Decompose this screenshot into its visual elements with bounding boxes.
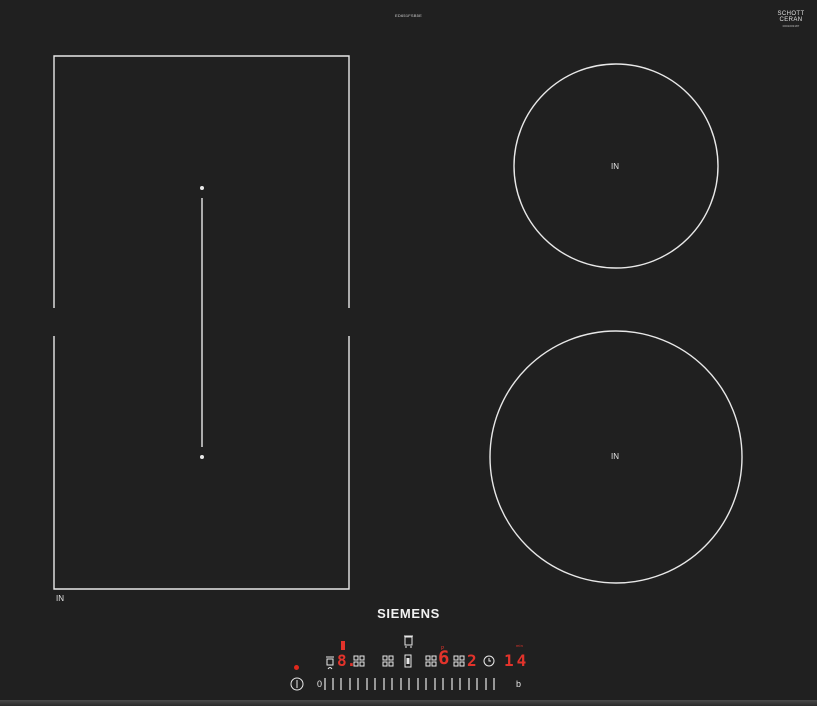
- zone-top-right-label: IN: [611, 162, 619, 171]
- schott-ceran-logo: SCHOTT CERAN 0001003187: [770, 11, 812, 29]
- cooking-zone-bottom-right: [489, 330, 743, 584]
- power-on-indicator: [294, 665, 299, 670]
- zone-level-display: 2: [467, 651, 477, 670]
- power-boost-indicator: P: [441, 646, 445, 652]
- flex-zone-select-icon[interactable]: [404, 654, 412, 668]
- flex-zone-label: IN: [56, 594, 64, 603]
- cooktop-frame-edge: [0, 700, 817, 706]
- timer-display: 14: [504, 651, 530, 670]
- zone-selector-icon-1[interactable]: [353, 655, 365, 667]
- slider-max-label[interactable]: b: [516, 679, 522, 689]
- pan-flame-icon[interactable]: [326, 656, 334, 670]
- pot-sensor-icon[interactable]: [404, 635, 413, 648]
- flex-zone-outline: [53, 55, 350, 590]
- heat-indicator-icon: [341, 641, 345, 650]
- zone-selector-icon-4[interactable]: [453, 655, 465, 667]
- timer-unit-label: min: [516, 643, 524, 648]
- model-number: ED651FSB5E: [395, 13, 422, 18]
- zone-selector-icon-2[interactable]: [382, 655, 394, 667]
- logo-product: CERAN: [779, 17, 803, 23]
- flex-zone-divider: [200, 186, 204, 459]
- slider-min-label[interactable]: 0: [317, 679, 323, 689]
- power-boost-display: 6: [438, 647, 450, 669]
- power-level-slider[interactable]: [324, 678, 495, 690]
- zone-power-display: 8.: [337, 651, 357, 670]
- zone-bottom-right-label: IN: [611, 452, 619, 461]
- power-switch-icon[interactable]: [290, 677, 304, 691]
- brand-logo: SIEMENS: [377, 606, 440, 621]
- cooking-zone-top-right: [513, 63, 719, 269]
- logo-name: SCHOTT: [777, 11, 805, 17]
- timer-clock-icon[interactable]: [483, 655, 495, 667]
- zone-selector-icon-3[interactable]: [425, 655, 437, 667]
- logo-serial: 0001003187: [782, 24, 800, 28]
